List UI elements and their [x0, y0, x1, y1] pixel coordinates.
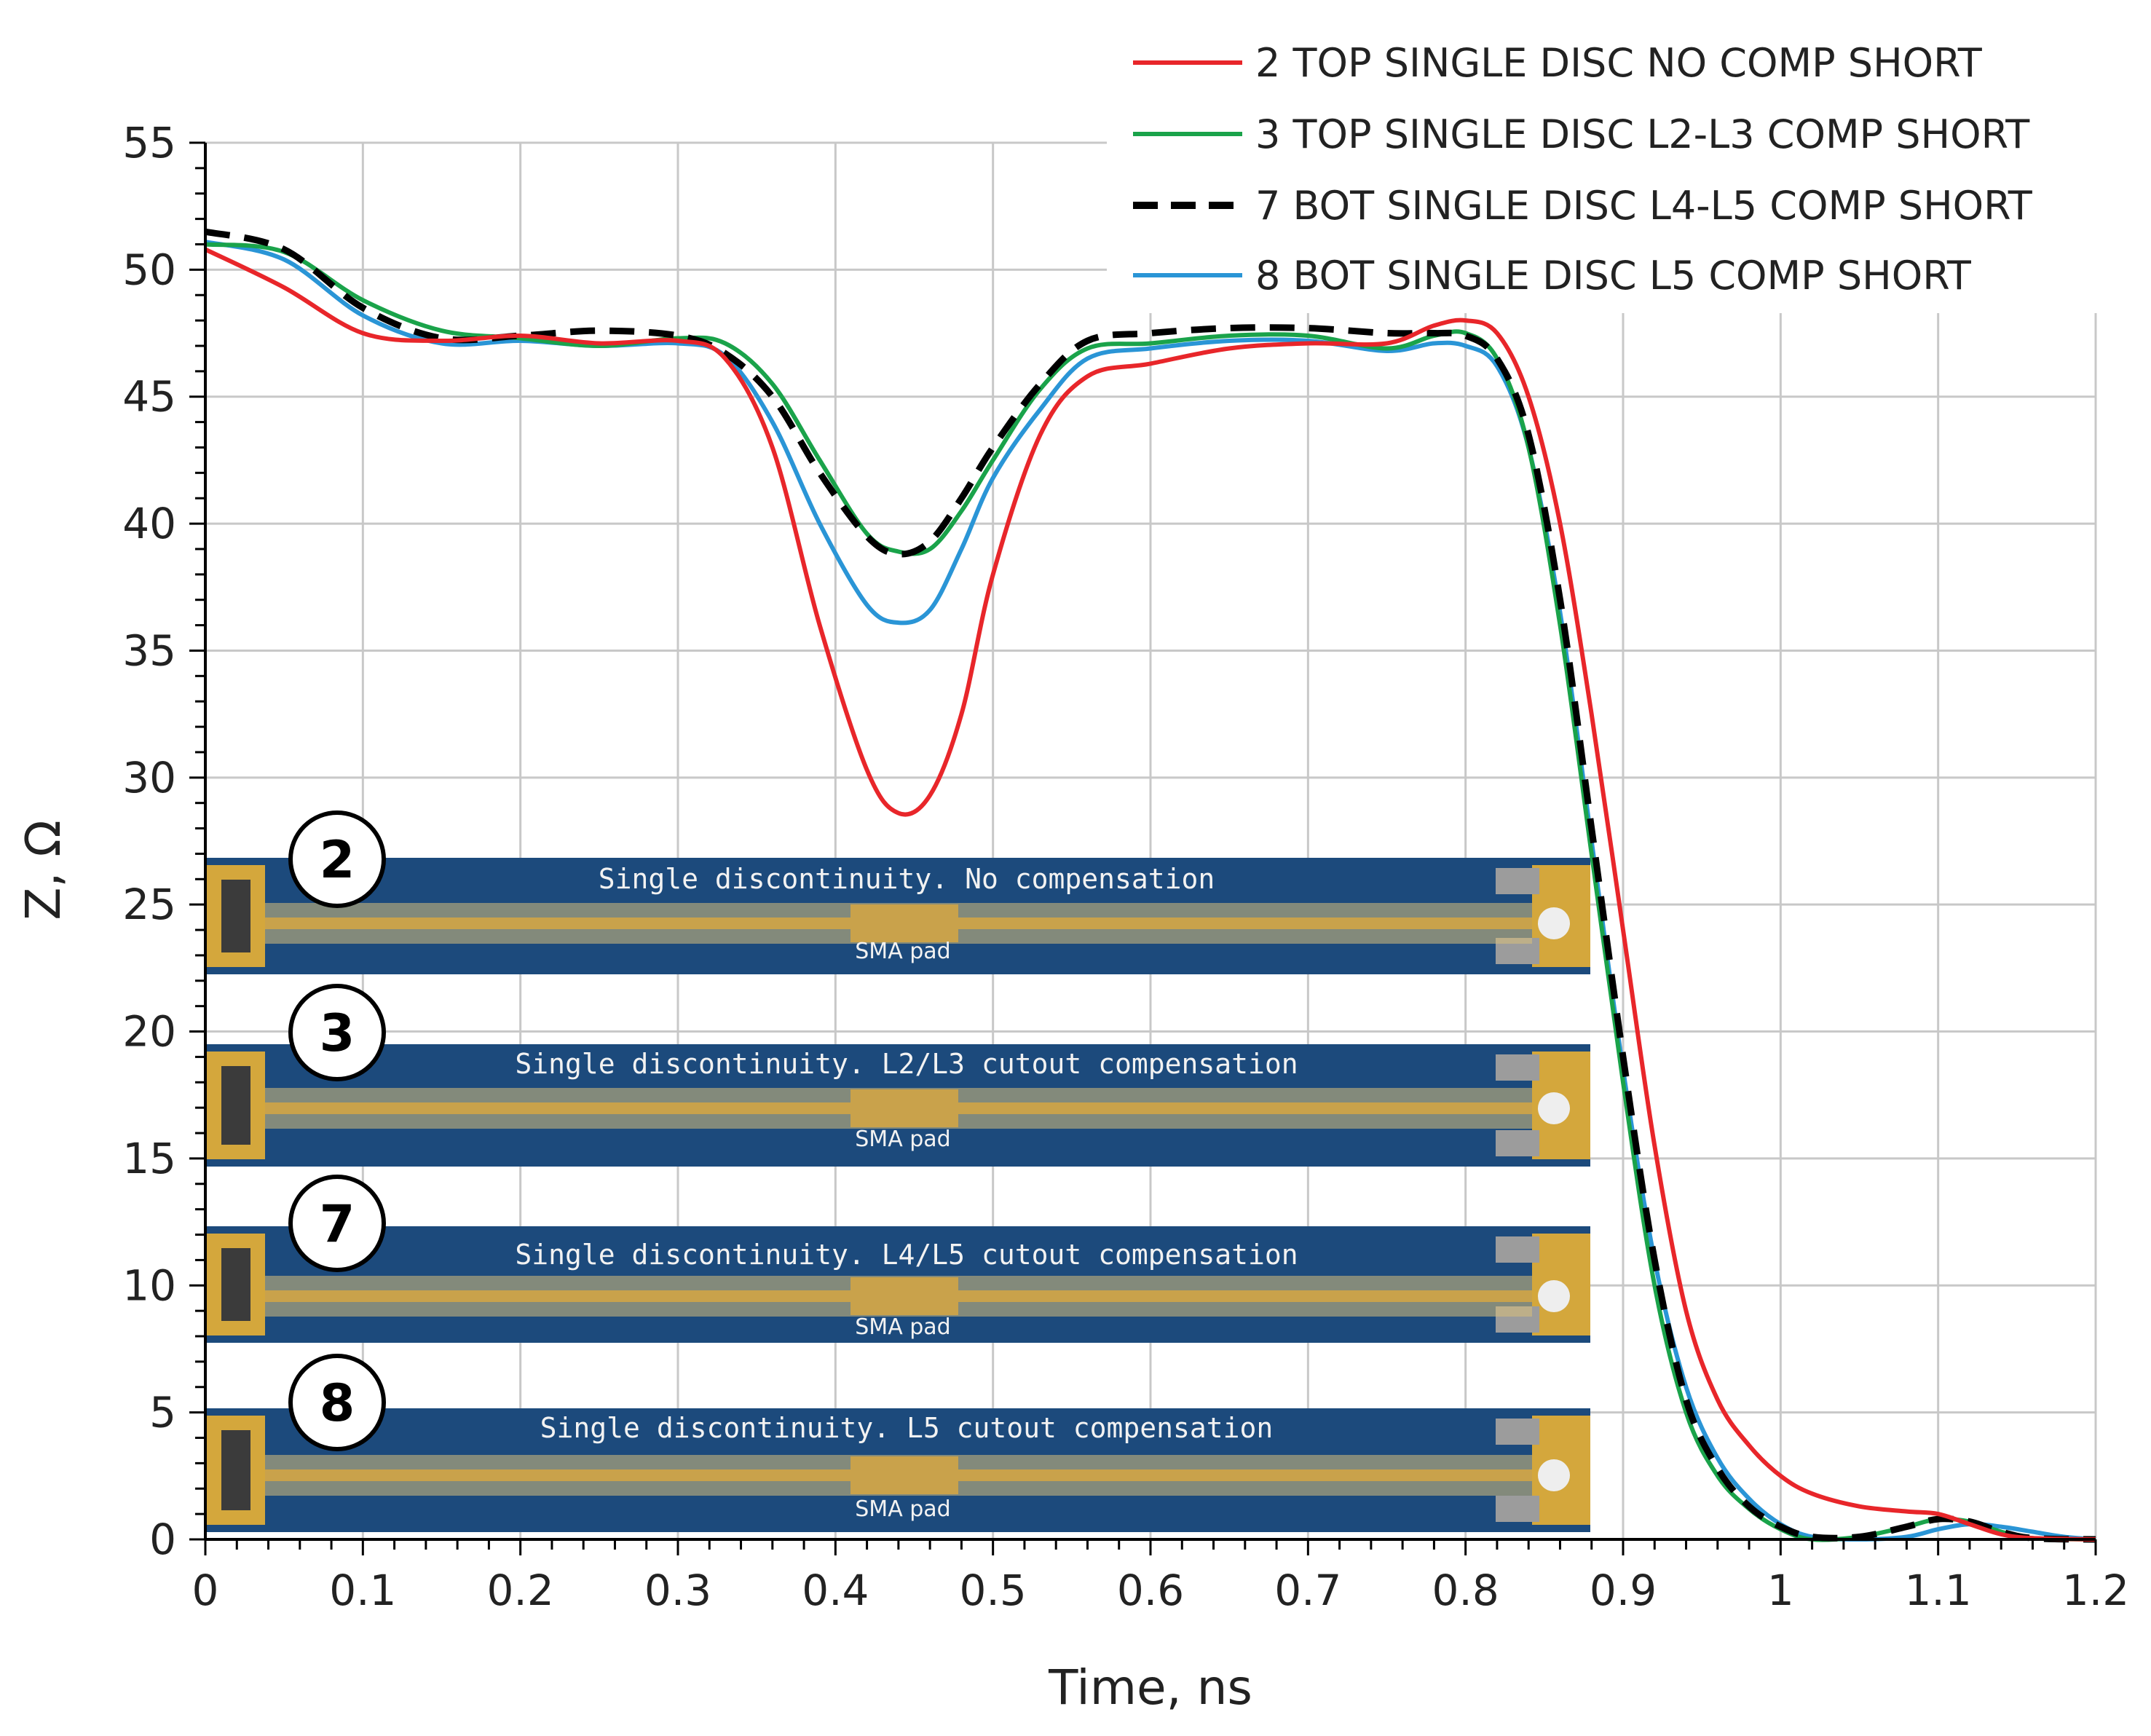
board-badge-label: 7 — [320, 1194, 355, 1254]
board-badge-label: 8 — [320, 1373, 355, 1433]
board-caption: Single discontinuity. L2/L3 cutout compe… — [515, 1048, 1298, 1080]
connector-right-tab-top — [1496, 868, 1539, 894]
sma-pad — [850, 1456, 958, 1494]
connector-right-tab-top — [1496, 1054, 1539, 1081]
x-tick-label: 1 — [1767, 1566, 1794, 1615]
board-caption: Single discontinuity. No compensation — [599, 863, 1215, 895]
legend-label: 2 TOP SINGLE DISC NO COMP SHORT — [1255, 40, 1983, 86]
connector-pin — [1538, 1092, 1570, 1124]
connector-right-tab-top — [1496, 1236, 1539, 1263]
y-tick-label: 35 — [122, 626, 176, 675]
x-tick-label: 0.6 — [1117, 1566, 1184, 1615]
sma-pad — [850, 1277, 958, 1315]
board-photo-2: Single discontinuity. No compensation SMA… — [207, 810, 1590, 974]
connector-left-body — [221, 1248, 250, 1321]
y-tick-label: 30 — [122, 753, 176, 802]
sma-pad — [850, 1089, 958, 1127]
legend-label: 8 BOT SINGLE DISC L5 COMP SHORT — [1255, 253, 1972, 299]
x-tick-label: 0.4 — [802, 1566, 869, 1615]
board-caption: Single discontinuity. L4/L5 cutout compe… — [515, 1239, 1298, 1271]
board-photo-3: Single discontinuity. L2/L3 cutout compe… — [207, 984, 1590, 1167]
board-badge-label: 2 — [320, 830, 355, 890]
board-badge — [288, 984, 386, 1081]
x-tick-label: 0.3 — [644, 1566, 711, 1615]
x-tick-label: 1.1 — [1905, 1566, 1972, 1615]
legend-label: 7 BOT SINGLE DISC L4-L5 COMP SHORT — [1255, 183, 2033, 229]
y-tick-label: 5 — [149, 1388, 176, 1437]
x-tick-label: 0 — [192, 1566, 219, 1615]
board-caption: Single discontinuity. L5 cutout compensa… — [540, 1412, 1274, 1444]
y-tick-label: 40 — [122, 499, 176, 548]
plot-series — [204, 228, 2096, 1543]
y-tick-label: 15 — [122, 1134, 176, 1183]
series-line-2 — [204, 247, 2096, 1542]
x-tick-label: 0.1 — [329, 1566, 396, 1615]
tick-labels: 0 0.1 0.2 0.3 0.4 0.5 0.6 0.7 0.8 0.9 1 1.1 1.2 0 5 10 1… — [122, 118, 2129, 1615]
legend-background — [1107, 29, 2126, 313]
board-photo-7: Single discontinuity. L4/L5 cutout compe… — [207, 1175, 1590, 1343]
connector-pin — [1538, 907, 1570, 939]
x-tick-label: 0.2 — [487, 1566, 554, 1615]
connector-left-body — [221, 1430, 250, 1510]
y-axis-title: Z, Ω — [15, 820, 71, 920]
x-axis-title: Time, ns — [1048, 1660, 1252, 1716]
sma-pad — [850, 904, 958, 942]
sma-pad-label: SMA pad — [855, 1314, 950, 1340]
connector-pin — [1538, 1459, 1570, 1491]
x-tick-label: 0.5 — [960, 1566, 1027, 1615]
connector-left-body — [221, 880, 250, 952]
y-tick-label: 0 — [149, 1515, 176, 1564]
y-tick-label: 50 — [122, 245, 176, 294]
x-tick-label: 1.2 — [2062, 1566, 2129, 1615]
board-photos: Single discontinuity. No compensation SMA… — [207, 810, 1590, 1532]
board-badge-label: 3 — [320, 1003, 355, 1063]
x-tick-label: 0.9 — [1590, 1566, 1657, 1615]
board-badge — [288, 1175, 386, 1272]
y-tick-label: 45 — [122, 372, 176, 422]
sma-pad-label: SMA pad — [855, 1496, 950, 1522]
x-tick-label: 0.7 — [1274, 1566, 1341, 1615]
x-tick-label: 0.8 — [1432, 1566, 1499, 1615]
connector-pin — [1538, 1280, 1570, 1312]
board-badge — [288, 1354, 386, 1451]
y-tick-label: 10 — [122, 1260, 176, 1310]
legend: 2 TOP SINGLE DISC NO COMP SHORT 3 TOP SIN… — [1107, 29, 2126, 313]
y-tick-label: 25 — [122, 880, 176, 929]
connector-right-tab-bottom — [1496, 1496, 1539, 1522]
y-tick-label: 20 — [122, 1007, 176, 1057]
sma-pad-label: SMA pad — [855, 1127, 950, 1152]
connector-right-tab-top — [1496, 1419, 1539, 1445]
y-tick-label: 55 — [122, 118, 176, 167]
connector-right-tab-bottom — [1496, 1130, 1539, 1156]
sma-pad-label: SMA pad — [855, 939, 950, 964]
board-badge — [288, 810, 386, 908]
board-photo-8: Single discontinuity. L5 cutout compensa… — [207, 1354, 1590, 1532]
connector-left-body — [221, 1066, 250, 1145]
legend-label: 3 TOP SINGLE DISC L2-L3 COMP SHORT — [1255, 111, 2030, 157]
